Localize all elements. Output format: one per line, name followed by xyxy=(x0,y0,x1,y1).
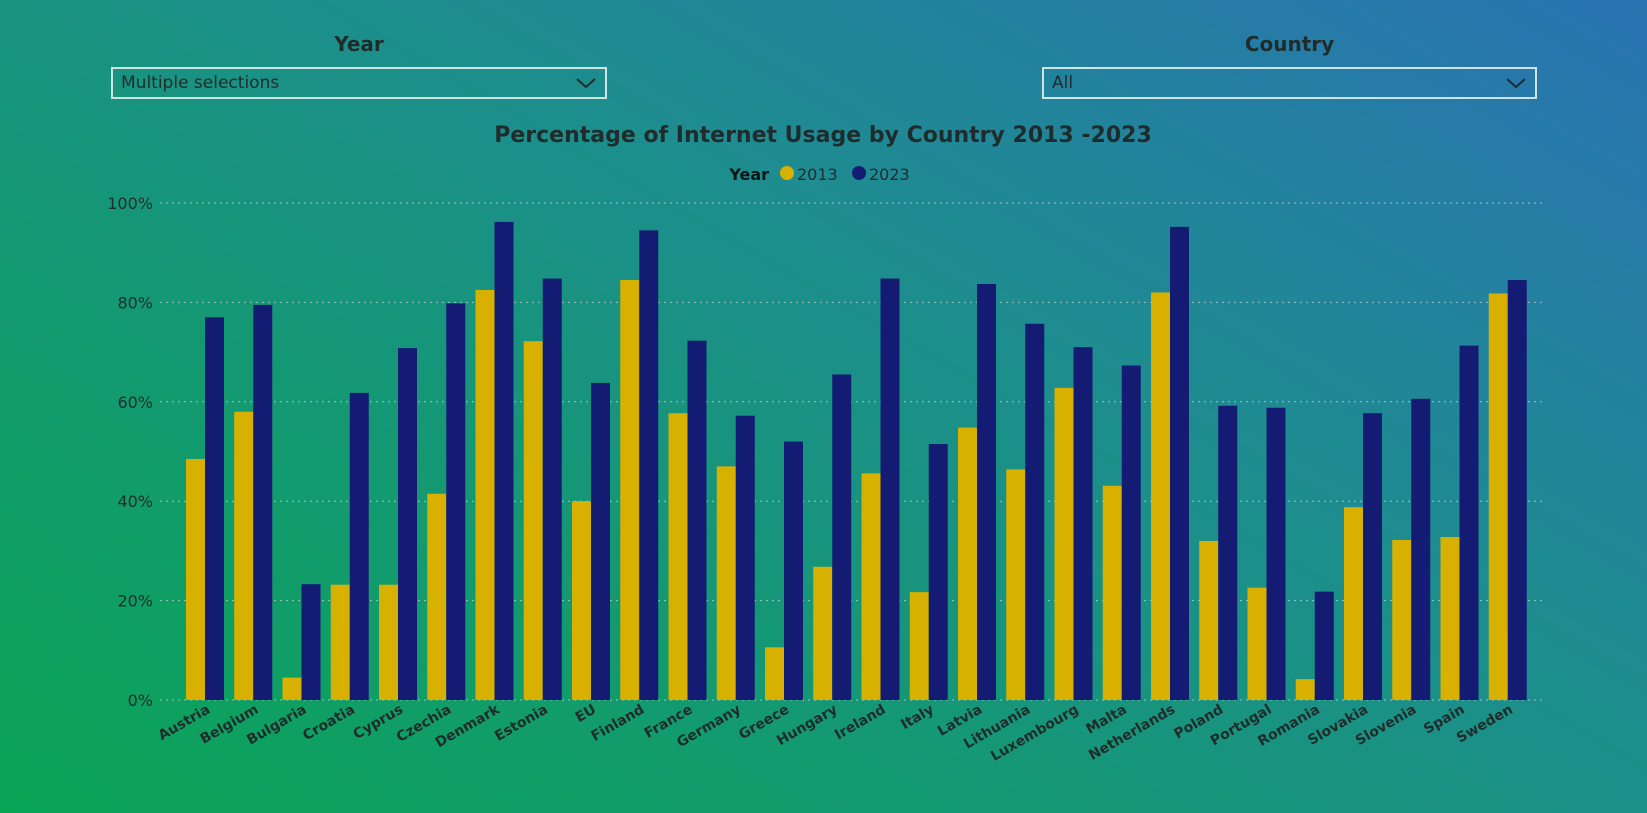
year-dropdown-value: Multiple selections xyxy=(121,73,280,93)
bar-2013-netherlands[interactable] xyxy=(1151,292,1170,700)
bar-2013-cyprus[interactable] xyxy=(379,584,398,700)
bar-2023-cyprus[interactable] xyxy=(398,348,417,700)
bar-2023-austria[interactable] xyxy=(205,317,224,700)
bar-2023-luxembourg[interactable] xyxy=(1073,347,1093,700)
x-tick-label: Italy xyxy=(898,702,937,733)
bar-2023-spain[interactable] xyxy=(1459,345,1479,700)
bar-2023-romania[interactable] xyxy=(1314,591,1334,700)
y-tick-label: 40% xyxy=(117,492,153,511)
bar-2023-czechia[interactable] xyxy=(446,303,466,700)
legend-entry[interactable]: 2023 xyxy=(869,165,910,184)
bar-2023-slovenia[interactable] xyxy=(1411,398,1431,700)
chevron-down-icon[interactable] xyxy=(1505,76,1527,90)
country-dropdown-value: All xyxy=(1052,73,1074,93)
bar-2013-portugal[interactable] xyxy=(1247,587,1267,700)
bar-2023-denmark[interactable] xyxy=(494,221,514,701)
bar-2023-hungary[interactable] xyxy=(832,374,852,700)
chart-title: Percentage of Internet Usage by Country … xyxy=(494,123,1152,148)
y-tick-label: 80% xyxy=(117,293,153,312)
bar-2013-hungary[interactable] xyxy=(813,566,833,700)
country-slicer: Country All xyxy=(1042,32,1537,104)
bar-2023-malta[interactable] xyxy=(1121,365,1141,700)
x-tick-label: Netherlands xyxy=(1086,702,1178,764)
x-tick-label: Croatia xyxy=(300,702,358,744)
bars xyxy=(186,221,1527,701)
year-slicer-label: Year xyxy=(334,32,384,56)
bar-2023-croatia[interactable] xyxy=(349,392,369,700)
x-axis: AustriaBelgiumBulgariaCroatiaCyprusCzech… xyxy=(156,701,1516,764)
bar-2013-finland[interactable] xyxy=(620,280,640,700)
bar-2013-czechia[interactable] xyxy=(427,493,447,700)
legend-entry[interactable]: 2013 xyxy=(797,165,838,184)
bar-2013-belgium[interactable] xyxy=(234,411,254,700)
bar-2023-greece[interactable] xyxy=(784,441,803,700)
legend-marker xyxy=(852,166,866,180)
bar-2013-luxembourg[interactable] xyxy=(1054,387,1074,700)
bar-2023-portugal[interactable] xyxy=(1266,407,1286,700)
bar-2013-bulgaria[interactable] xyxy=(282,677,302,700)
x-tick-label: Estonia xyxy=(492,702,551,745)
bar-2013-greece[interactable] xyxy=(765,647,784,700)
x-tick-label: Ireland xyxy=(832,702,888,744)
bar-2013-romania[interactable] xyxy=(1295,679,1315,700)
bar-2013-slovenia[interactable] xyxy=(1392,539,1412,700)
y-tick-label: 20% xyxy=(117,592,153,611)
legend-marker xyxy=(780,166,794,180)
bar-2013-italy[interactable] xyxy=(909,592,929,700)
bar-2023-poland[interactable] xyxy=(1218,405,1238,700)
year-dropdown[interactable]: Multiple selections xyxy=(111,67,607,99)
bar-2023-sweden[interactable] xyxy=(1507,280,1527,700)
bar-2023-netherlands[interactable] xyxy=(1170,226,1189,700)
country-dropdown[interactable]: All xyxy=(1042,67,1537,99)
bar-2023-finland[interactable] xyxy=(639,230,659,700)
bar-2013-spain[interactable] xyxy=(1440,536,1460,700)
country-slicer-label: Country xyxy=(1244,32,1335,56)
bar-2023-estonia[interactable] xyxy=(542,278,562,700)
legend-title: Year xyxy=(728,165,769,184)
bar-2023-germany[interactable] xyxy=(735,415,755,700)
bar-2023-bulgaria[interactable] xyxy=(301,584,321,700)
y-axis: 0% 20% 40% 60% 80% 100% xyxy=(107,194,153,710)
bar-2023-france[interactable] xyxy=(687,340,707,700)
bar-2013-denmark[interactable] xyxy=(475,289,495,700)
bar-2013-ireland[interactable] xyxy=(861,473,881,700)
bar-2023-eu[interactable] xyxy=(591,382,610,700)
bar-2013-lithuania[interactable] xyxy=(1006,469,1026,700)
x-tick-label: Finland xyxy=(589,702,648,745)
legend: Year 2013 2023 xyxy=(728,165,909,184)
bar-2013-estonia[interactable] xyxy=(523,341,543,700)
y-tick-label: 60% xyxy=(117,393,153,412)
bar-2013-malta[interactable] xyxy=(1102,485,1122,700)
bar-2013-latvia[interactable] xyxy=(958,427,977,700)
chevron-down-icon[interactable] xyxy=(575,76,597,90)
bar-2023-belgium[interactable] xyxy=(253,304,273,700)
bar-2013-germany[interactable] xyxy=(716,466,736,700)
bar-2013-poland[interactable] xyxy=(1199,540,1219,700)
y-tick-label: 0% xyxy=(128,691,153,710)
x-tick-label: EU xyxy=(573,702,599,726)
bar-2013-austria[interactable] xyxy=(186,458,205,700)
bar-2023-lithuania[interactable] xyxy=(1025,323,1045,700)
year-slicer: Year Multiple selections xyxy=(111,32,607,104)
bar-2013-france[interactable] xyxy=(668,413,688,700)
bar-2023-latvia[interactable] xyxy=(977,284,996,700)
bar-2023-ireland[interactable] xyxy=(880,278,900,700)
bar-2023-italy[interactable] xyxy=(928,444,948,700)
bar-2013-croatia[interactable] xyxy=(330,584,350,700)
bar-2013-slovakia[interactable] xyxy=(1344,507,1363,700)
bar-2013-eu[interactable] xyxy=(572,501,591,700)
bar-2023-slovakia[interactable] xyxy=(1363,413,1382,700)
bar-2013-sweden[interactable] xyxy=(1488,293,1508,700)
y-tick-label: 100% xyxy=(107,194,153,213)
